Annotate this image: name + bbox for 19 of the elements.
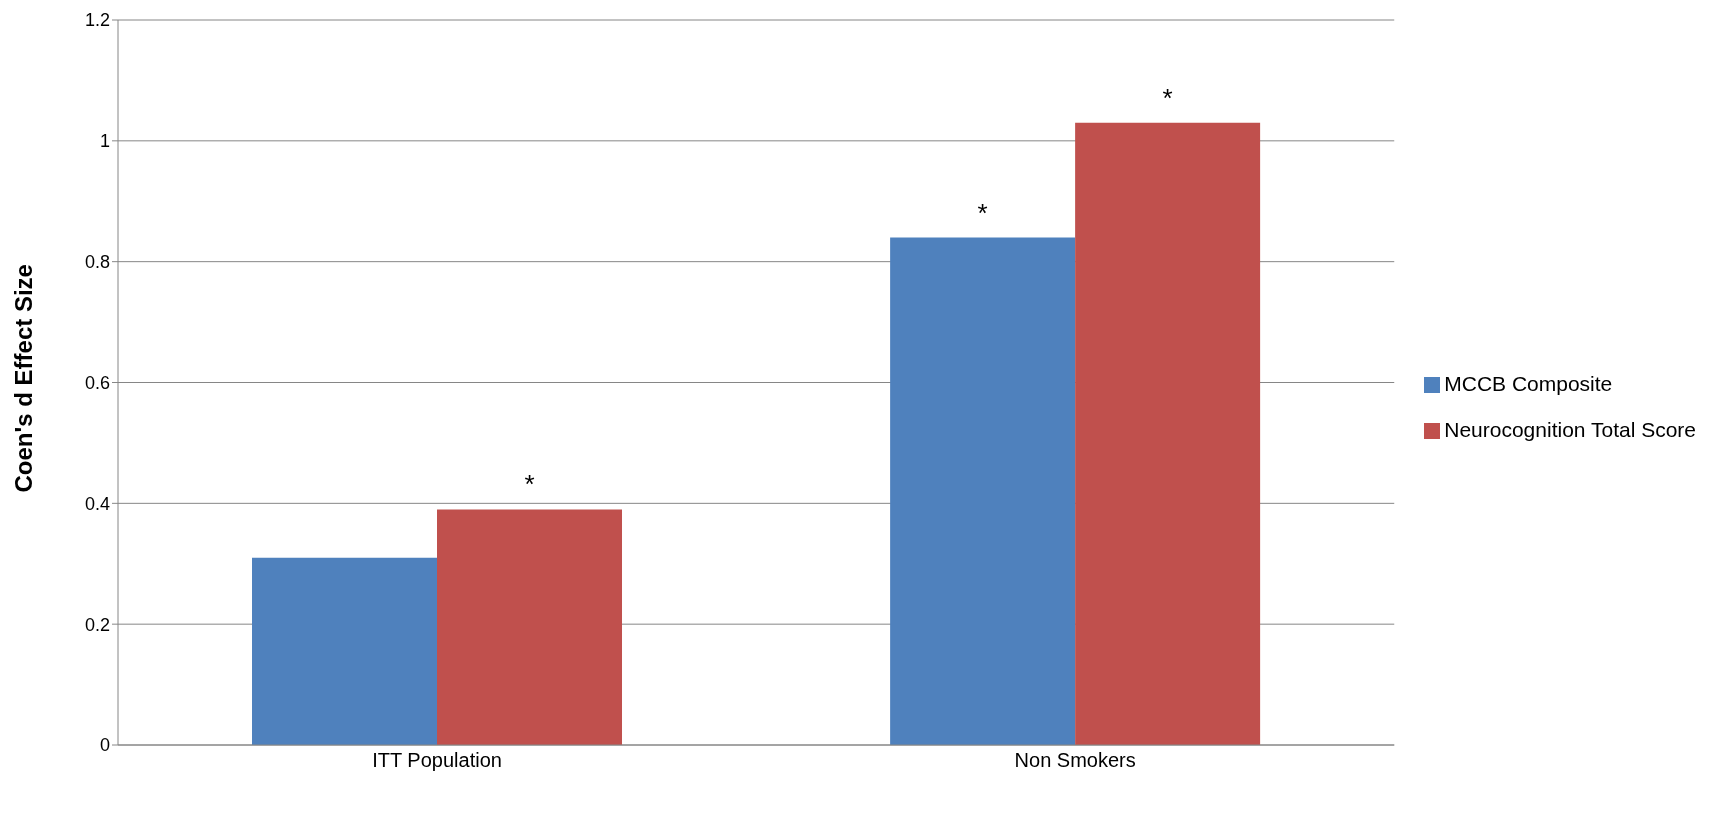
bar bbox=[252, 557, 437, 745]
y-tick-label: 1 bbox=[99, 131, 110, 152]
bar bbox=[1075, 122, 1261, 745]
bar bbox=[890, 237, 1076, 745]
y-tick-label: 0.6 bbox=[84, 372, 110, 393]
y-axis-title: Coen's d Effect Size bbox=[9, 264, 37, 493]
legend-label: MCCB Composite bbox=[1444, 371, 1613, 395]
data-label: * bbox=[524, 469, 535, 500]
y-tick-label: 1.2 bbox=[84, 10, 110, 31]
y-tick-label: 0.8 bbox=[84, 252, 110, 273]
y-tick-label: 0.4 bbox=[84, 493, 110, 514]
y-tick-label: 0.2 bbox=[84, 614, 110, 635]
y-tick-label: 0 bbox=[99, 735, 110, 756]
x-tick-label: ITT Population bbox=[372, 749, 502, 772]
data-label: * bbox=[1162, 82, 1173, 113]
data-label: * bbox=[977, 197, 988, 228]
x-tick-label: Non Smokers bbox=[1014, 749, 1136, 772]
legend-label: Neurocognition Total Score bbox=[1444, 417, 1696, 441]
bar bbox=[437, 509, 622, 745]
